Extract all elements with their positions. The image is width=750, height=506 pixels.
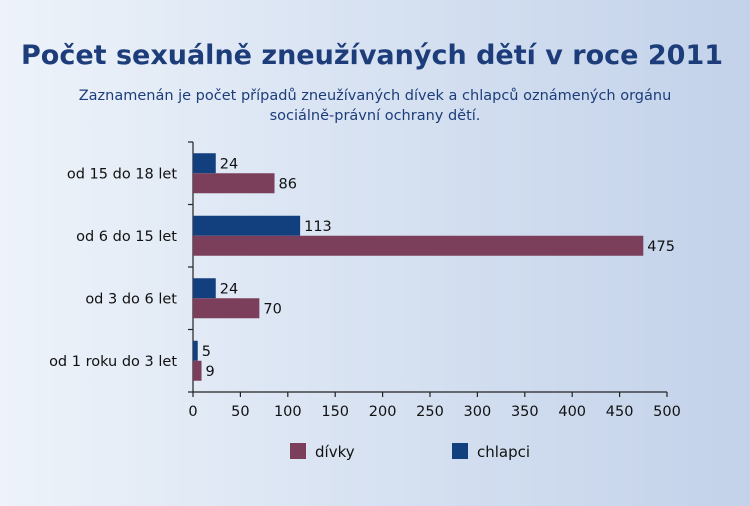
category-label: od 6 do 15 let [76, 229, 177, 245]
plot-area: 0 50 100 150 200 250 300 350 400 450 500 od 15 do 1… [49, 141, 681, 420]
data-label: 70 [263, 301, 281, 317]
chart-subtitle-line-2: sociálně-právní ochrany dětí. [270, 108, 481, 124]
bar-chlapci [193, 153, 216, 174]
x-tick-label: 300 [464, 404, 492, 420]
chart-subtitle-line-1: Zaznamenán je počet případů zneužívaných… [79, 88, 672, 104]
bar-chlapci [193, 215, 301, 236]
data-label: 86 [279, 176, 297, 192]
legend-label-chlapci: chlapci [477, 443, 530, 461]
category-label: od 15 do 18 let [67, 166, 177, 182]
x-tick-label: 450 [606, 404, 634, 420]
bar-dívky [193, 298, 260, 319]
legend-swatch-dívky [290, 443, 306, 459]
x-tick-label: 200 [369, 404, 397, 420]
x-tick-label: 150 [321, 404, 349, 420]
chart-title: Počet sexuálně zneužívaných dětí v roce … [21, 40, 723, 71]
x-tick-label: 100 [274, 404, 302, 420]
bar-dívky [193, 235, 644, 256]
x-tick-label: 250 [416, 404, 444, 420]
bar-chlapci [193, 278, 216, 299]
data-label: 5 [202, 344, 211, 360]
x-tick-label: 500 [653, 404, 681, 420]
data-label: 475 [647, 239, 675, 255]
x-tick-label: 0 [188, 404, 197, 420]
data-label: 113 [304, 219, 332, 235]
category-label: od 1 roku do 3 let [49, 354, 177, 370]
category-label: od 3 do 6 let [85, 291, 177, 307]
x-tick-label: 350 [511, 404, 539, 420]
legend-label-dívky: dívky [315, 443, 355, 461]
x-tick-label: 400 [558, 404, 586, 420]
x-tick-label: 50 [231, 404, 249, 420]
data-label: 24 [220, 281, 238, 297]
bar-dívky [193, 360, 202, 381]
bar-dívky [193, 173, 275, 194]
data-label: 9 [206, 364, 215, 380]
legend-swatch-chlapci [452, 443, 468, 459]
legend: dívky chlapci [290, 443, 530, 461]
data-label: 24 [220, 156, 238, 172]
bar-chlapci [193, 340, 198, 361]
